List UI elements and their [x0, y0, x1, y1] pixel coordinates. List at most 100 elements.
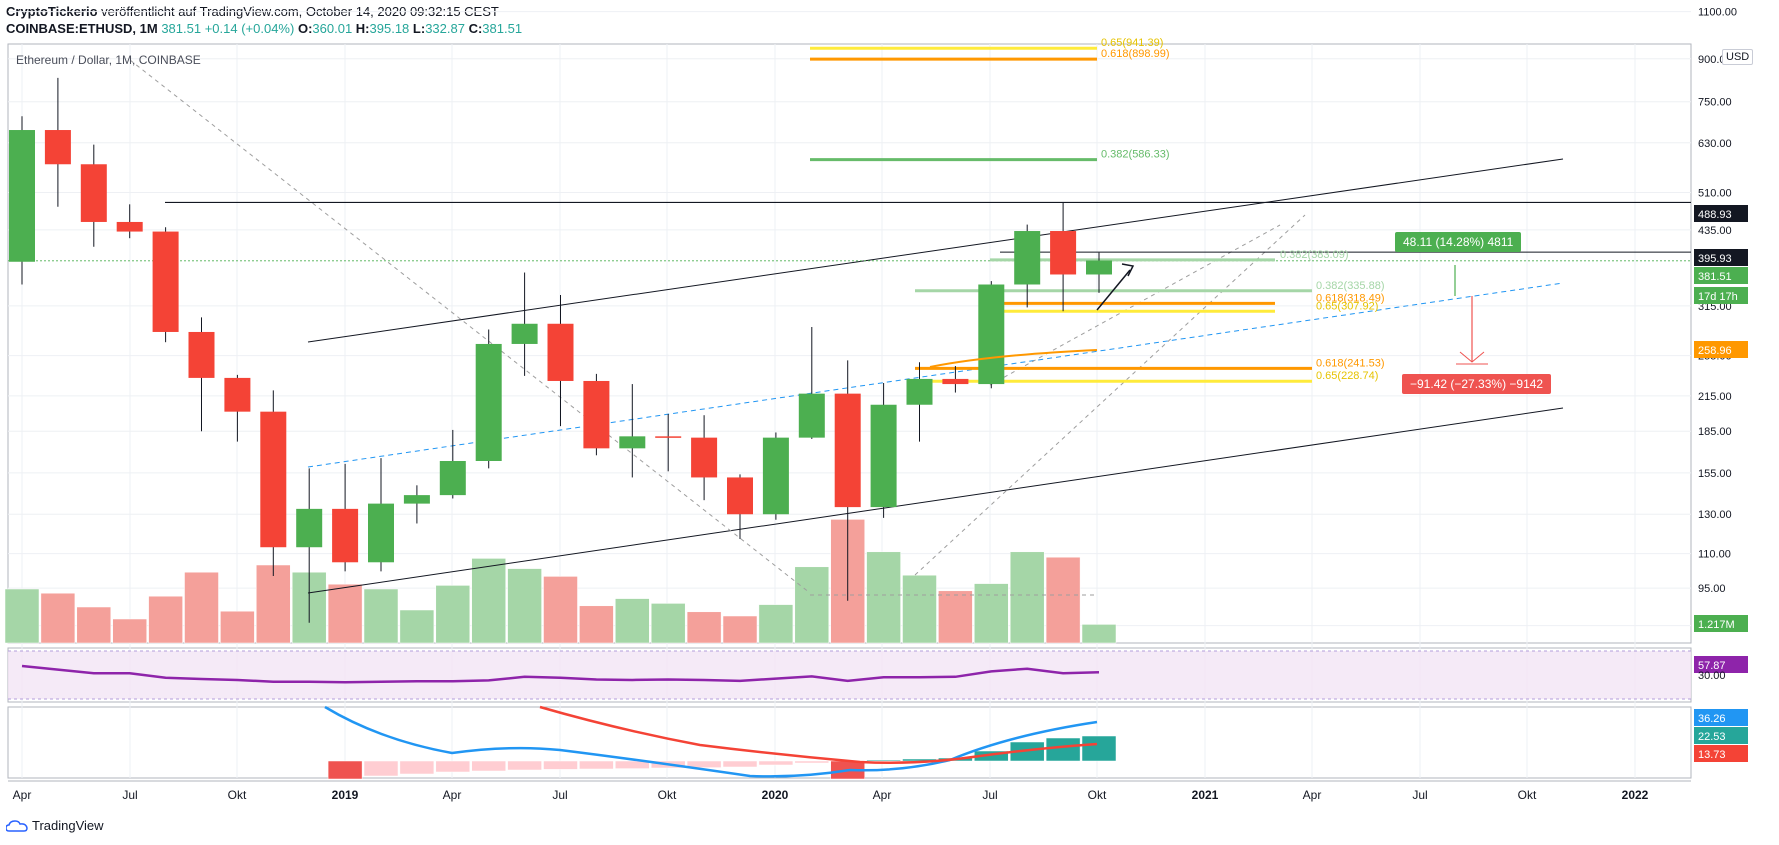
channel-upper-line: [307, 158, 1564, 343]
x-tick-label: 2020: [762, 788, 789, 802]
measure-up-label: 48.11 (14.28%) 4811: [1395, 232, 1522, 252]
histogram-bar: [615, 760, 650, 769]
fib-level-label: 0.382(383.09): [1280, 249, 1349, 261]
high-value: 395.18: [369, 21, 410, 36]
y-tick-label: 95.00: [1698, 583, 1726, 595]
measure-down-arrowhead: [1459, 351, 1485, 363]
candle-up: [619, 436, 646, 449]
volume-bar: [148, 595, 183, 644]
price-badge: [1694, 205, 1748, 222]
candle-down: [260, 411, 287, 548]
chart-title: Ethereum / Dollar, 1M, COINBASE: [16, 53, 201, 67]
high-label: H:: [355, 21, 370, 36]
rsi-badge-label: 30.00: [1698, 670, 1726, 682]
tradingview-brand: TradingView: [32, 818, 104, 833]
volume-bar: [112, 618, 147, 644]
histogram-bar: [399, 760, 435, 775]
x-tick-label: Jul: [552, 788, 567, 802]
candle-down: [80, 164, 107, 222]
volume-bar: [1045, 556, 1081, 644]
fib-level-label: 0.382(586.33): [1101, 149, 1170, 161]
volume-bar: [40, 592, 76, 644]
candle-down: [1050, 231, 1077, 275]
rsi-line: [21, 664, 1100, 684]
indicator-badge: [1694, 709, 1748, 726]
histogram-bar: [507, 760, 542, 771]
volume-bar: [1081, 624, 1117, 644]
price-badge: [1694, 249, 1748, 266]
volume-bar: [76, 606, 112, 644]
candle-down: [942, 378, 969, 385]
x-tick-label: Apr: [1303, 788, 1322, 802]
volume-bar: [758, 604, 794, 644]
price-badge: [1694, 341, 1748, 358]
price-badge-label: 488.93: [1698, 209, 1732, 221]
x-tick-label: 2022: [1622, 788, 1649, 802]
fib-level-label: 0.618(898.99): [1101, 48, 1170, 60]
candle-up: [9, 130, 35, 262]
candle-down: [583, 380, 610, 449]
candle-down: [44, 130, 71, 165]
volume-bar: [399, 609, 435, 644]
indicator-badge-label: 22.53: [1698, 731, 1726, 743]
price-badge-label: 381.51: [1698, 271, 1732, 283]
y-tick-label: 750.00: [1698, 97, 1732, 109]
tradingview-logo[interactable]: TradingView: [6, 818, 104, 833]
volume-bar: [902, 574, 937, 644]
x-tick-label: Okt: [228, 788, 247, 802]
rsi-badge: [1694, 656, 1748, 673]
volume-bar: [794, 566, 830, 644]
candle-up: [511, 323, 538, 344]
candle-up: [1014, 231, 1041, 285]
volume-bar: [938, 590, 973, 644]
x-tick-label: Apr: [13, 788, 32, 802]
y-tick-label: 510.00: [1698, 187, 1732, 199]
candle-up: [475, 343, 502, 461]
x-tick-label: Okt: [1088, 788, 1107, 802]
candle-down: [116, 221, 143, 232]
currency-badge[interactable]: USD: [1722, 49, 1754, 65]
x-tick-label: Okt: [658, 788, 677, 802]
channel-lower-line: [307, 407, 1564, 594]
candle-down: [224, 377, 251, 412]
rsi-badge-label: 57.87: [1698, 660, 1726, 672]
volume-bar: [722, 615, 758, 644]
orange-ma-line: [929, 349, 1098, 368]
histogram-bar: [794, 760, 830, 764]
histogram-bar: [866, 759, 901, 762]
candle-down: [691, 437, 718, 478]
projection-arrow: [1096, 269, 1131, 311]
ohlc-info: COINBASE:ETHUSD, 1M 381.51 +0.14 (+0.04%…: [6, 21, 522, 36]
x-tick-label: Jul: [1412, 788, 1427, 802]
volume-bar: [579, 605, 614, 644]
open-value: 360.01: [312, 21, 353, 36]
channel-mid-line: [307, 282, 1564, 468]
price-badge-label: 17d 17h: [1698, 291, 1738, 303]
candle-down: [547, 323, 574, 381]
candle-up: [368, 503, 394, 563]
volume-bar: [507, 568, 542, 644]
volume-bar: [256, 564, 291, 644]
cloud-icon: [6, 819, 28, 832]
y-tick-label: 630.00: [1698, 138, 1732, 150]
indicator-badge-label: 36.26: [1698, 713, 1726, 725]
candle-down: [152, 231, 179, 332]
price-badge: [1694, 267, 1748, 284]
x-tick-label: Apr: [443, 788, 462, 802]
rsi-band: [8, 651, 1691, 699]
volume-bar: [1009, 551, 1045, 644]
x-tick-label: 2021: [1192, 788, 1219, 802]
volume-bar: [184, 571, 219, 644]
y-tick-label: 130.00: [1698, 509, 1732, 521]
y-tick-label: 435.00: [1698, 225, 1732, 237]
indicator-badge-label: 13.73: [1698, 749, 1726, 761]
last-price: 381.51: [161, 21, 202, 36]
y-tick-label: 110.00: [1698, 549, 1731, 561]
x-tick-label: Okt: [1518, 788, 1537, 802]
volume-bar: [4, 588, 40, 644]
candle-up: [798, 393, 825, 438]
price-change: +0.14 (+0.04%): [204, 21, 295, 36]
histogram-bar: [686, 760, 722, 768]
low-value: 332.87: [425, 21, 465, 36]
